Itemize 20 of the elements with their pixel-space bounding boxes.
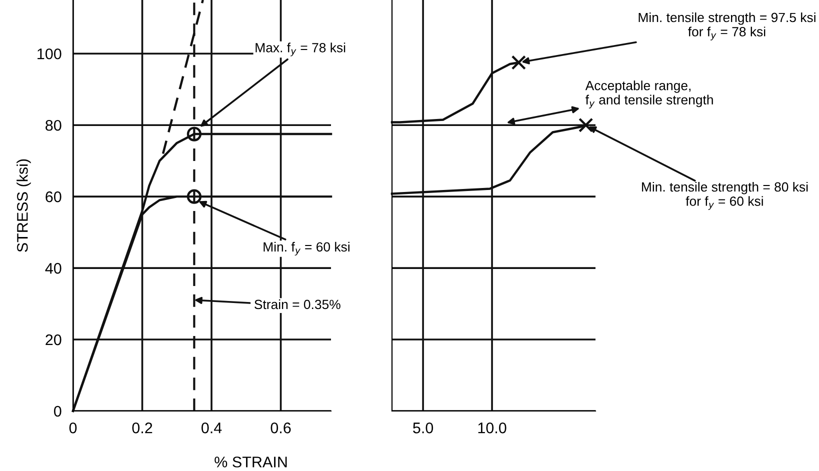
annotation: Min. f$_{y}$ = 60 ksi	[264, 242, 350, 256]
x-tick-label: 0.2	[132, 422, 152, 434]
y-tick-label: 20	[46, 334, 62, 346]
annotation: Min. tensile strength = 97.5 ksi for f$_{y}$ = 78 ksi	[638, 12, 816, 40]
x-tick-label: 0	[69, 422, 77, 434]
y-tick-label: 0	[54, 406, 62, 417]
y-tick-label: 100	[38, 48, 62, 60]
y-axis-title: STRESS (ksi)	[16, 159, 31, 252]
x-tick-label: 0.4	[202, 422, 222, 434]
x-axis-title: % STRAIN	[214, 456, 287, 468]
y-tick-label: 40	[45, 262, 62, 274]
y-tick-label: 60	[46, 191, 62, 202]
annotation: Acceptable range, f$_{y}$ and tensile strength	[585, 80, 713, 108]
x-tick-label: 10.0	[478, 422, 506, 434]
y-tick-label: 80	[46, 120, 62, 131]
annotation: Min. tensile strength = 80 ksi for f$_{y}$ = 60 ksi	[642, 182, 808, 210]
x-tick-label: 0.6	[270, 422, 291, 434]
x-tick-label: 5.0	[413, 422, 434, 434]
ref-line-label: Strain = 0.35%	[254, 299, 340, 310]
annotation: Max. f$_{y}$ = 78 ksi	[256, 42, 346, 56]
